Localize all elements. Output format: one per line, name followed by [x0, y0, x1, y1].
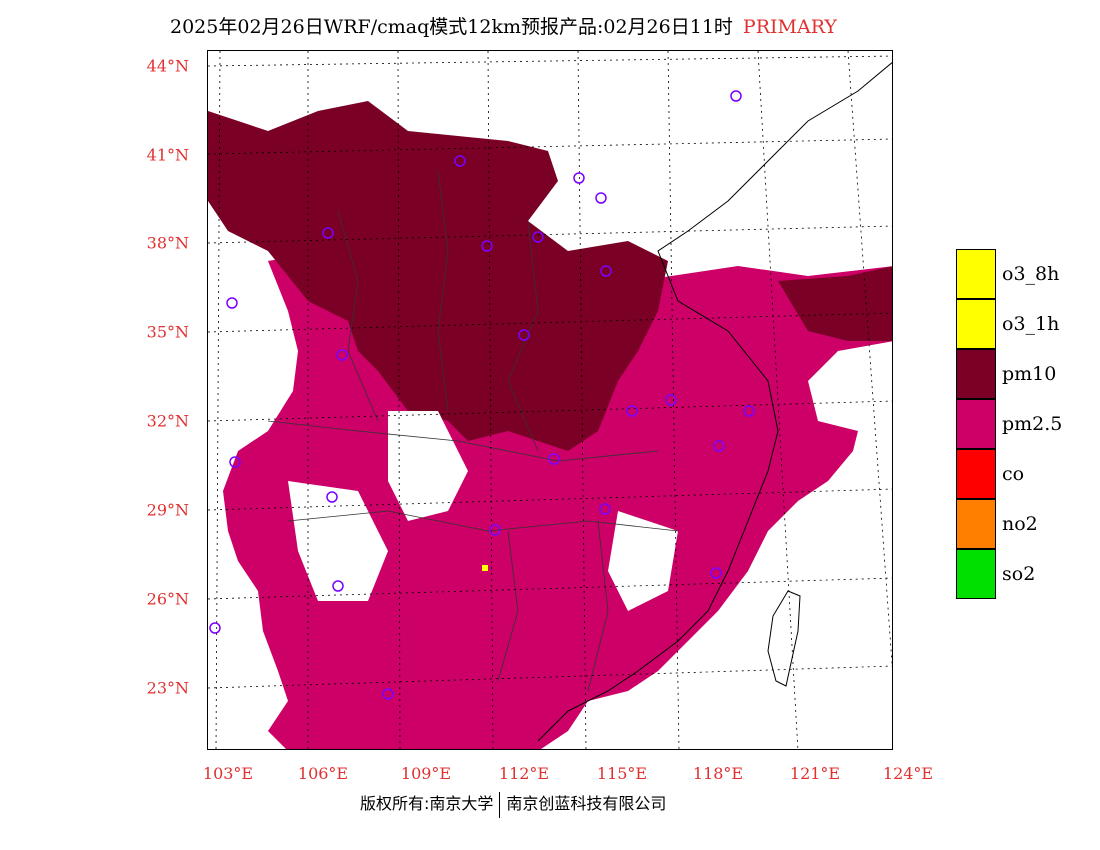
legend-label: pm2.5	[1002, 413, 1063, 435]
lat-label-44: 44°N	[146, 56, 189, 76]
lat-label-41: 41°N	[146, 145, 189, 165]
lon-label-109: 109°E	[400, 764, 452, 783]
graticule	[208, 51, 892, 749]
footer-copyright: 版权所有:南京大学	[360, 794, 494, 813]
legend-swatch	[956, 499, 996, 549]
lat-label-23: 23°N	[146, 678, 189, 698]
lon-label-118: 118°E	[692, 764, 744, 783]
legend-label: pm10	[1002, 363, 1057, 385]
coastline	[537, 62, 892, 742]
lon-label-121: 121°E	[789, 764, 841, 783]
footer-company: 南京创蓝科技有限公司	[506, 794, 667, 813]
clear-area-2	[288, 481, 388, 601]
province-borders	[267, 170, 679, 692]
lon-label-112: 112°E	[498, 764, 550, 783]
legend-label: so2	[1002, 563, 1036, 585]
taiwan-outline	[767, 590, 801, 687]
lon-label-103: 103°E	[202, 764, 254, 783]
legend-swatch	[956, 399, 996, 449]
lon-label-115: 115°E	[596, 764, 648, 783]
copyright-footer: 版权所有:南京大学 南京创蓝科技有限公司	[360, 790, 666, 818]
lon-label-124: 124°E	[882, 764, 934, 783]
lat-label-26: 26°N	[146, 589, 189, 609]
footer-separator	[499, 791, 501, 818]
map-title: 2025年02月26日WRF/cmaq模式12km预报产品:02月26日11时 P…	[170, 12, 837, 39]
legend-swatch	[956, 349, 996, 399]
o3-spot	[482, 565, 488, 571]
lon-label-106: 106°E	[297, 764, 349, 783]
pm10-region	[208, 101, 668, 451]
legend-swatch	[956, 299, 996, 349]
lat-label-38: 38°N	[146, 233, 189, 253]
legend-label: co	[1002, 463, 1025, 485]
clear-area-1	[388, 411, 468, 521]
pm10-east-region	[778, 266, 892, 341]
lat-label-32: 32°N	[146, 411, 189, 431]
station-markers	[209, 90, 755, 700]
legend-swatch	[956, 449, 996, 499]
legend-swatch	[956, 549, 996, 599]
map-canvas	[208, 51, 892, 749]
legend-label: o3_1h	[1002, 313, 1060, 335]
legend-swatch	[956, 249, 996, 299]
legend-label: no2	[1002, 513, 1038, 535]
lat-label-29: 29°N	[146, 500, 189, 520]
title-main: 2025年02月26日WRF/cmaq模式12km预报产品:02月26日11时	[170, 16, 733, 38]
clear-area-3	[608, 511, 678, 611]
legend-label: o3_8h	[1002, 263, 1060, 285]
forecast-map	[207, 50, 893, 750]
title-primary-tag: PRIMARY	[742, 16, 837, 38]
lat-label-35: 35°N	[146, 322, 189, 342]
